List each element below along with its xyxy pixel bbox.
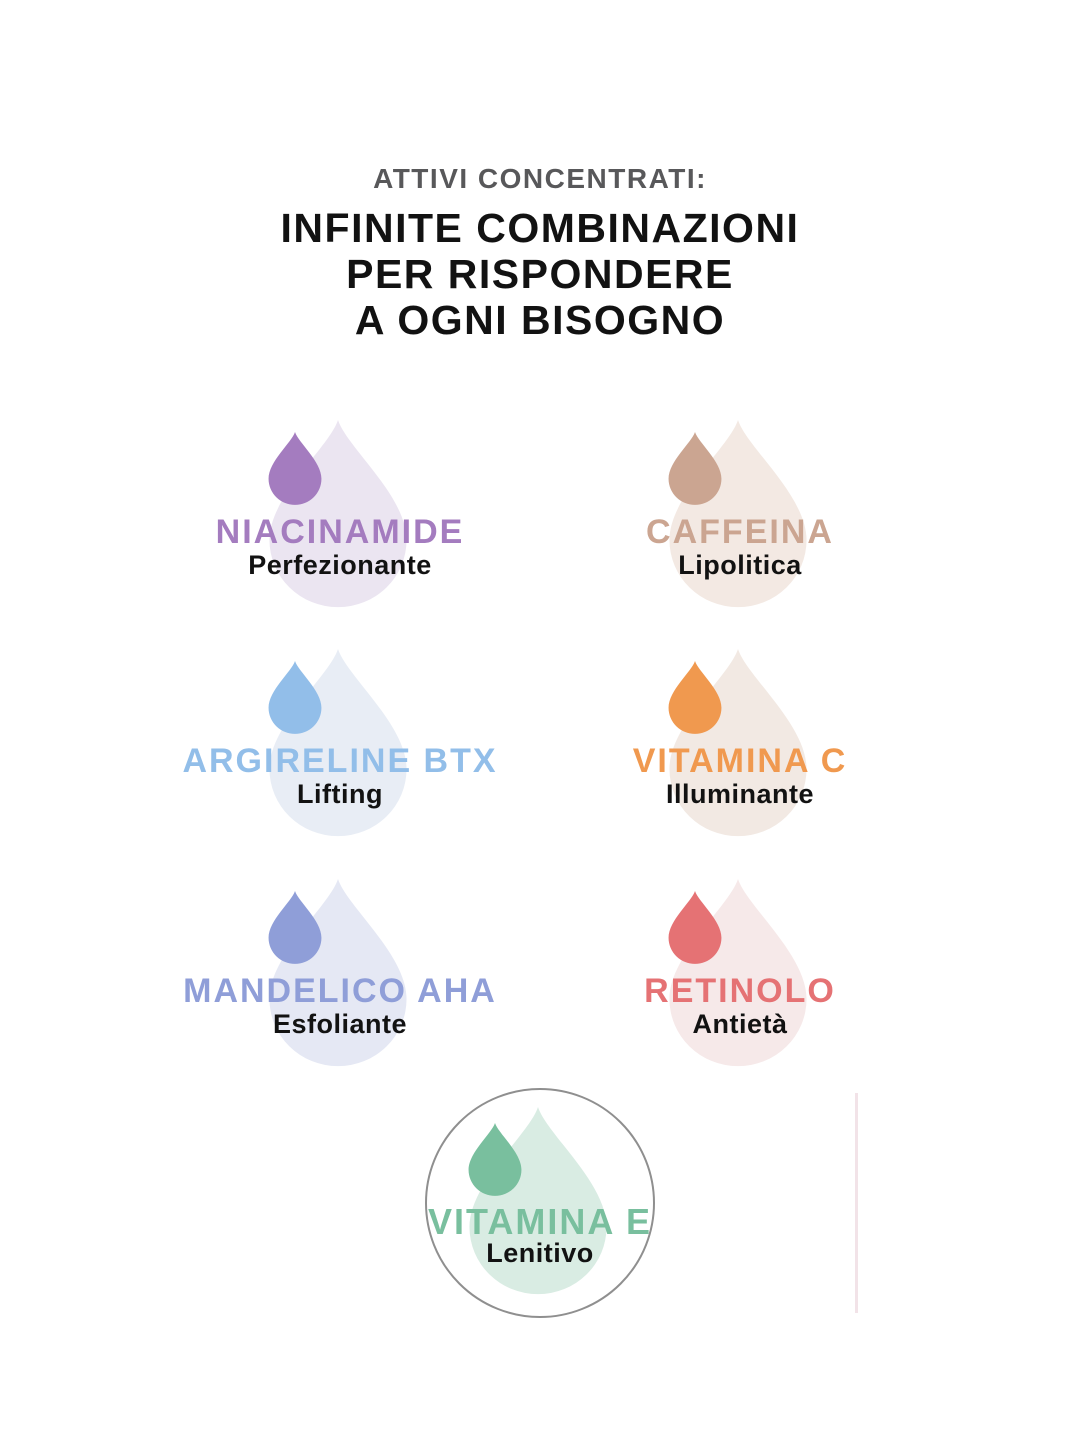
active-name: VITAMINA E — [428, 1201, 652, 1242]
active-card-vitamina-e: VITAMINA E Lenitivo — [340, 1088, 740, 1333]
active-function: Perfezionante — [248, 550, 432, 580]
active-function: Lenitivo — [486, 1238, 594, 1268]
active-name: VITAMINA C — [632, 742, 848, 780]
page-title-line-2: PER RISPONDERE — [346, 251, 734, 297]
pale-drop-icon — [269, 879, 407, 1067]
active-function: Illuminante — [665, 779, 814, 809]
pale-drop-icon — [269, 649, 407, 837]
small-drop-icon — [668, 432, 722, 505]
active-function: Lifting — [297, 779, 383, 809]
active-name: MANDELICO AHA — [183, 972, 497, 1010]
small-drop-icon — [668, 891, 722, 964]
active-card-niacinamide: NIACINAMIDE Perfezionante — [140, 420, 540, 655]
pale-drop-icon — [469, 1107, 607, 1295]
active-name: CAFFEINA — [646, 513, 834, 551]
small-drop-icon — [468, 1123, 522, 1196]
pale-drop-icon — [669, 879, 807, 1067]
active-name: ARGIRELINE BTX — [182, 742, 498, 780]
small-drop-icon — [268, 661, 322, 734]
page-title: INFINITE COMBINAZIONI PER RISPONDERE A O… — [0, 205, 1080, 343]
active-card-argireline-btx: ARGIRELINE BTX Lifting — [140, 649, 540, 884]
pale-drop-icon — [669, 420, 807, 608]
small-drop-icon — [268, 891, 322, 964]
page-title-line-1: INFINITE COMBINAZIONI — [280, 205, 800, 251]
small-drop-icon — [268, 432, 322, 505]
section-kicker: ATTIVI CONCENTRATI: — [373, 163, 707, 194]
small-drop-icon — [668, 661, 722, 734]
pale-drop-icon — [669, 649, 807, 837]
active-card-caffeina: CAFFEINA Lipolitica — [540, 420, 940, 655]
highlight-circle — [425, 1088, 655, 1318]
active-card-mandelico-aha: MANDELICO AHA Esfoliante — [140, 879, 540, 1114]
page-edge-divider — [855, 1093, 858, 1313]
active-function: Esfoliante — [272, 1009, 408, 1039]
active-name: RETINOLO — [644, 972, 836, 1010]
active-card-vitamina-c: VITAMINA C Illuminante — [540, 649, 940, 884]
active-card-retinolo: RETINOLO Antietà — [540, 879, 940, 1114]
active-name: NIACINAMIDE — [215, 513, 465, 551]
active-function: Antietà — [692, 1009, 788, 1039]
pale-drop-icon — [269, 420, 407, 608]
active-function: Lipolitica — [678, 550, 802, 580]
page-header: ATTIVI CONCENTRATI: INFINITE COMBINAZION… — [0, 163, 1080, 343]
page-title-line-3: A OGNI BISOGNO — [354, 297, 726, 343]
